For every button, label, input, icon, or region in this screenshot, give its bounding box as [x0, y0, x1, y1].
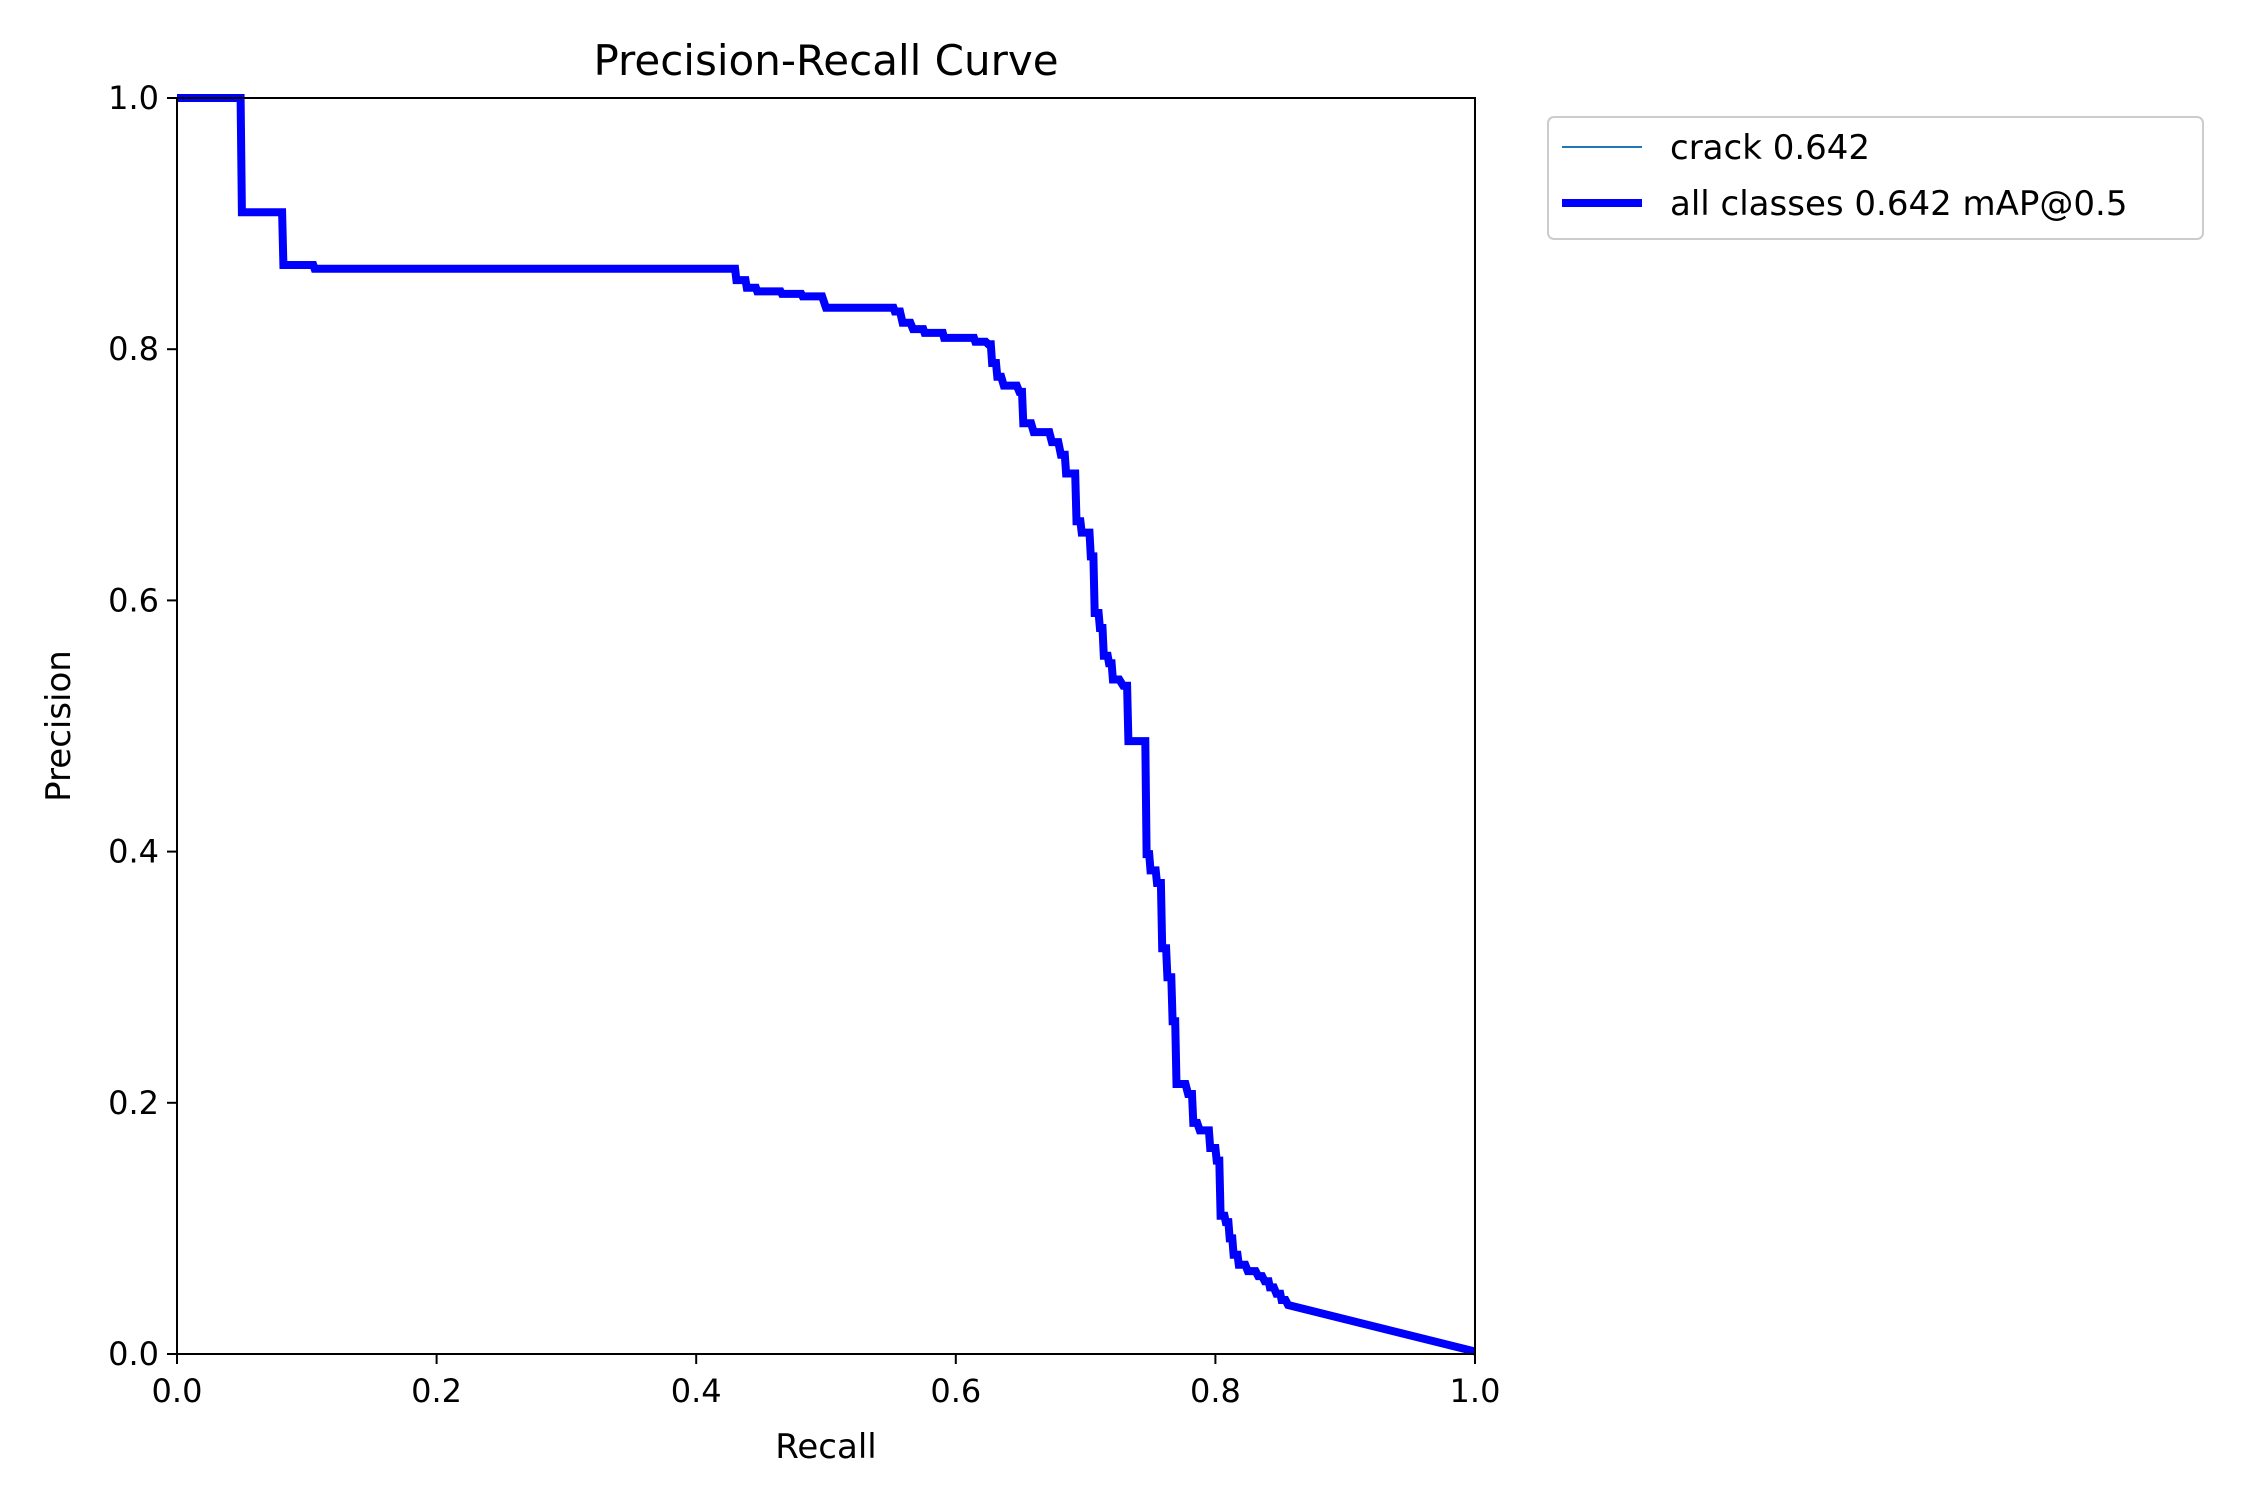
- series-layer: [177, 94, 1476, 1356]
- series-line-all-classes: [177, 94, 1476, 1356]
- x-tick-label: 0.2: [411, 1372, 462, 1410]
- chart-title: Precision-Recall Curve: [593, 36, 1058, 85]
- x-tick-label: 0.8: [1190, 1372, 1241, 1410]
- legend-label-all-classes: all classes 0.642 mAP@0.5: [1670, 184, 2127, 224]
- x-tick-label: 0.6: [930, 1372, 981, 1410]
- legend-box: [1547, 116, 2204, 240]
- x-tick-label: 0.4: [671, 1372, 722, 1410]
- y-axis-label: Precision: [39, 650, 79, 802]
- y-tick-label: 1.0: [108, 79, 159, 117]
- y-tick-label: 0.8: [108, 330, 159, 368]
- x-tick-label: 1.0: [1450, 1372, 1501, 1410]
- x-axis-label: Recall: [775, 1427, 876, 1467]
- y-tick-label: 0.2: [108, 1084, 159, 1122]
- y-tick-label: 0.4: [108, 833, 159, 871]
- y-axis: 0.0 0.2 0.4 0.6 0.8 1.0: [108, 79, 177, 1373]
- y-tick-label: 0.0: [108, 1335, 159, 1373]
- x-tick-label: 0.0: [152, 1372, 203, 1410]
- plot-frame: [176, 97, 1476, 1355]
- legend-label-crack: crack 0.642: [1670, 128, 1870, 168]
- legend: crack 0.642 all classes 0.642 mAP@0.5: [1547, 116, 2204, 240]
- y-tick-label: 0.6: [108, 581, 159, 619]
- x-axis: 0.0 0.2 0.4 0.6 0.8 1.0: [152, 1354, 1501, 1410]
